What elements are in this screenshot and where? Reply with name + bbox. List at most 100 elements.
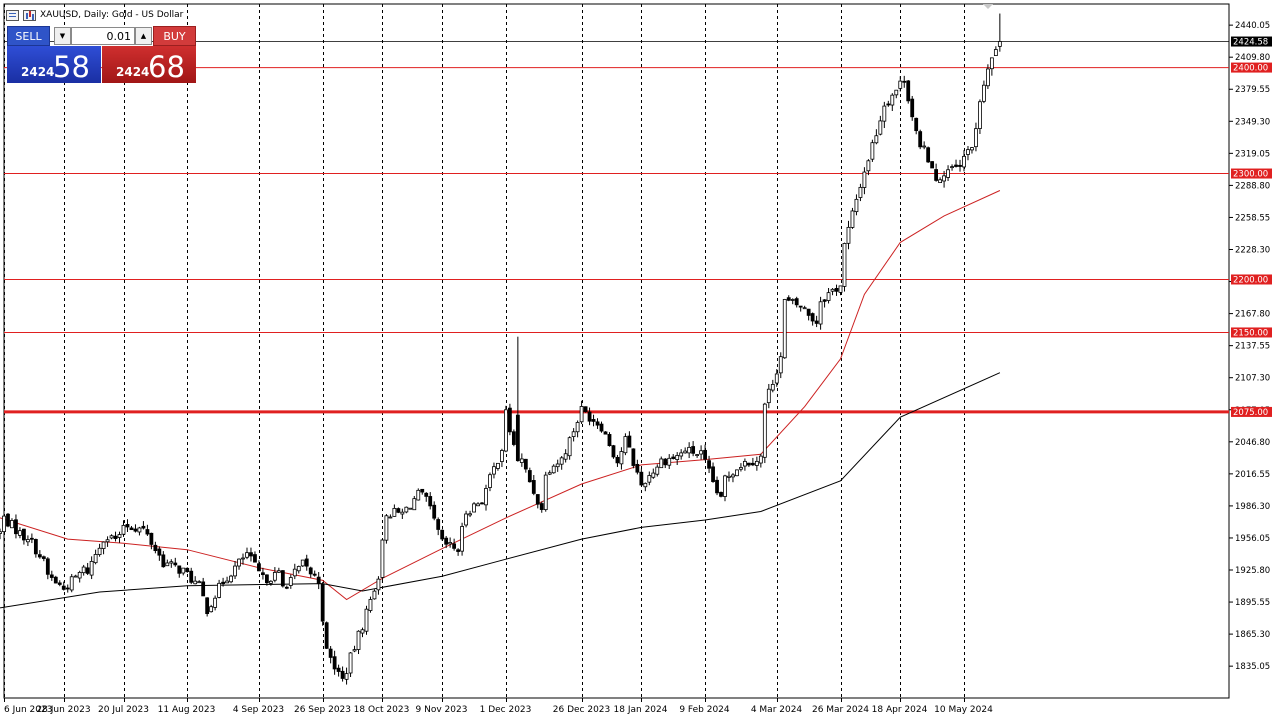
candle-body xyxy=(261,572,265,576)
y-tick-label: 2379.55 xyxy=(1235,85,1270,95)
candle-body xyxy=(946,169,950,178)
candle-body xyxy=(460,526,464,552)
volume-dropdown-icon[interactable]: ▼ xyxy=(54,27,71,45)
candle-body xyxy=(265,574,269,584)
x-tick-label: 18 Apr 2024 xyxy=(872,705,928,715)
candle-body xyxy=(986,68,990,87)
buy-price-button[interactable]: 2424 68 xyxy=(102,46,196,84)
candle-body xyxy=(480,502,484,505)
candle-body xyxy=(846,226,851,244)
candle-body xyxy=(595,421,600,426)
candle-body xyxy=(699,450,703,455)
candle-body xyxy=(65,587,70,590)
moving-average-fast xyxy=(0,190,1001,601)
y-tick-label: 1865.30 xyxy=(1235,630,1270,640)
candle-body xyxy=(599,423,604,432)
y-tick-label: 2046.80 xyxy=(1235,438,1270,448)
volume-input[interactable]: 0.01 xyxy=(71,27,135,45)
candle-body xyxy=(547,472,552,475)
chart-bars-icon[interactable] xyxy=(23,9,36,21)
x-tick-label: 4 Mar 2024 xyxy=(751,705,803,715)
y-tick-label: 1956.05 xyxy=(1235,534,1270,544)
candle-body xyxy=(754,460,759,466)
candle-body xyxy=(543,474,548,511)
candle-body xyxy=(404,506,409,513)
candle-body xyxy=(253,554,257,563)
candle-body xyxy=(750,462,755,466)
candle-body xyxy=(225,580,229,584)
level-label: 2150.00 xyxy=(1233,328,1268,338)
candle-body xyxy=(33,539,38,555)
y-tick-label: 2167.80 xyxy=(1235,310,1270,320)
buy-button[interactable]: BUY xyxy=(153,26,196,46)
x-tick-label: 28 Jun 2023 xyxy=(36,705,90,715)
candle-body xyxy=(85,567,90,574)
symbol-title: XAUUSD, Daily: Gold - US Dollar xyxy=(40,10,184,20)
candle-body xyxy=(619,451,624,465)
candle-body xyxy=(982,84,986,102)
candle-body xyxy=(181,567,186,574)
candle-body xyxy=(221,581,225,585)
candle-body xyxy=(858,186,863,198)
candle-body xyxy=(201,581,206,597)
candle-body xyxy=(731,474,735,478)
candle-body xyxy=(719,491,723,497)
level-label-box xyxy=(1231,62,1272,73)
candle-body xyxy=(607,434,612,447)
candle-body xyxy=(388,516,393,519)
candle-body xyxy=(153,544,158,552)
candle-body xyxy=(209,606,214,613)
candle-body xyxy=(603,431,608,435)
sell-button[interactable]: SELL xyxy=(7,26,50,46)
candle-body xyxy=(735,469,739,477)
chart-list-icon[interactable] xyxy=(6,9,19,21)
sell-price-minor: 58 xyxy=(53,50,90,84)
candle-body xyxy=(822,299,827,302)
candle-body xyxy=(117,534,122,538)
level-label-box xyxy=(1231,168,1272,179)
y-tick-label: 1925.80 xyxy=(1235,566,1270,576)
candle-body xyxy=(304,558,309,567)
candle-body xyxy=(372,590,377,600)
volume-increase-icon[interactable]: ▲ xyxy=(135,27,152,45)
candle-body xyxy=(41,556,46,559)
candle-body xyxy=(655,466,660,475)
candle-body xyxy=(862,171,867,188)
candle-body xyxy=(189,570,194,583)
candle-body xyxy=(245,552,249,558)
candle-body xyxy=(551,465,556,474)
candle-body xyxy=(587,411,592,422)
candle-body xyxy=(539,503,544,510)
candle-body xyxy=(922,145,927,148)
candle-body xyxy=(141,525,146,529)
candle-body xyxy=(575,422,580,433)
x-tick-label: 4 Sep 2023 xyxy=(233,705,284,715)
candle-body xyxy=(926,147,931,163)
candle-body xyxy=(966,149,970,155)
y-tick-label: 2228.30 xyxy=(1235,245,1270,255)
level-label-box xyxy=(1231,406,1272,417)
candle-body xyxy=(45,558,50,575)
candle-body xyxy=(276,570,281,573)
candle-body xyxy=(727,475,731,478)
sell-price-button[interactable]: 2424 58 xyxy=(7,46,101,84)
candle-body xyxy=(476,503,480,507)
candle-body xyxy=(169,561,174,564)
candle-body xyxy=(348,652,353,674)
candle-body xyxy=(320,583,325,622)
candle-body xyxy=(2,515,6,533)
candle-body xyxy=(185,567,190,572)
candle-body xyxy=(396,508,401,513)
candle-body xyxy=(89,561,94,576)
candle-body xyxy=(268,580,273,584)
candle-body xyxy=(667,457,672,466)
candle-body xyxy=(970,147,974,151)
candle-body xyxy=(73,575,78,578)
candle-body xyxy=(113,535,118,539)
candle-body xyxy=(974,128,978,148)
x-tick-label: 10 May 2024 xyxy=(934,705,993,715)
level-label-box xyxy=(1231,327,1272,338)
candle-body xyxy=(878,120,883,135)
candle-body xyxy=(53,576,58,584)
